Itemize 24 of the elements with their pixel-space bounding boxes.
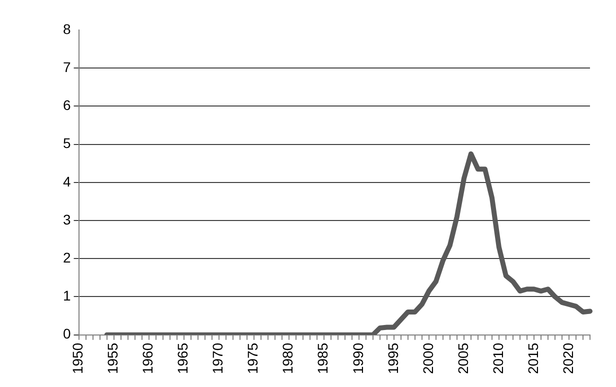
y-tick-label: 2: [62, 250, 71, 266]
y-tick-label: 3: [62, 211, 71, 228]
y-tick-label: 5: [62, 135, 71, 152]
x-tick-label: 1965: [174, 342, 191, 374]
x-tick-label: 2010: [490, 342, 506, 374]
x-tick-label: 2005: [454, 342, 471, 374]
y-tick-label: 6: [62, 97, 71, 114]
x-tick-label: 1950: [70, 342, 86, 374]
x-tick-label: 1990: [350, 342, 366, 374]
y-tick-label: 1: [62, 288, 71, 304]
x-tick-label: 2020: [560, 342, 576, 374]
x-tick-label: 1980: [280, 342, 296, 374]
x-tick-label: 1975: [244, 342, 261, 374]
y-tick-label: 7: [62, 58, 71, 75]
x-tick-label: 1970: [210, 342, 226, 374]
y-tick-label: 8: [62, 20, 71, 37]
y-tick-label: 4: [62, 173, 71, 190]
x-tick-label: 2000: [420, 342, 436, 374]
x-tick-label: 2015: [524, 342, 541, 374]
x-tick-label: 1960: [140, 342, 156, 374]
y-tick-label: 0: [62, 326, 71, 342]
x-tick-label: 1955: [104, 342, 121, 374]
x-tick-label: 1985: [314, 342, 331, 374]
x-tick-label: 1995: [384, 342, 401, 374]
